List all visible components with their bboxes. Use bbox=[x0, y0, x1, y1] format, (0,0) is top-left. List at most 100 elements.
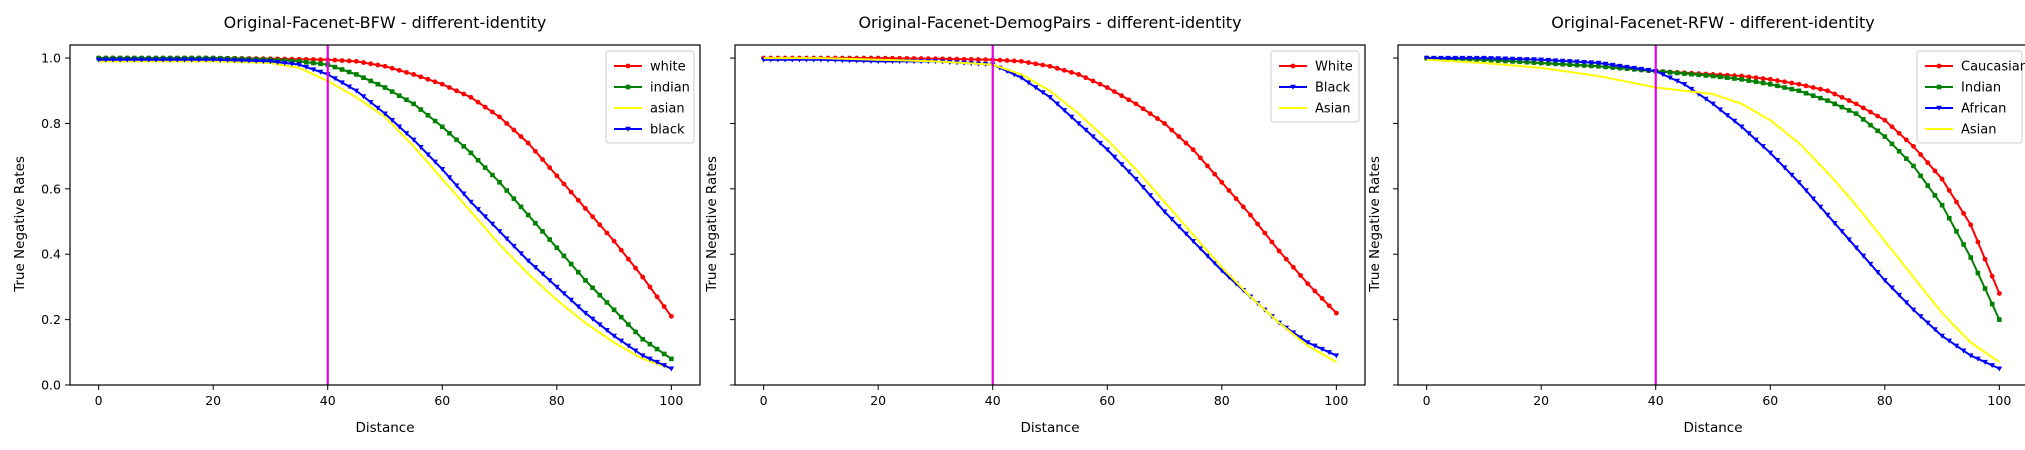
data-point bbox=[1936, 63, 1942, 69]
data-point bbox=[1283, 256, 1289, 262]
data-point bbox=[1589, 63, 1594, 69]
data-point bbox=[490, 172, 495, 178]
data-point bbox=[539, 271, 546, 277]
data-point bbox=[1896, 292, 1902, 298]
data-point bbox=[625, 63, 631, 69]
data-point bbox=[1924, 320, 1931, 326]
data-point bbox=[1068, 114, 1075, 120]
data-point bbox=[668, 366, 675, 372]
data-point bbox=[439, 124, 445, 130]
data-point bbox=[1824, 212, 1831, 218]
legend-label: Black bbox=[1315, 81, 1351, 96]
data-point bbox=[1290, 330, 1297, 336]
data-point bbox=[1190, 147, 1196, 153]
data-point bbox=[1011, 58, 1017, 64]
data-point bbox=[231, 58, 238, 64]
data-point bbox=[418, 107, 424, 112]
data-point bbox=[489, 221, 496, 227]
data-point bbox=[410, 137, 417, 143]
data-point bbox=[1724, 113, 1731, 119]
data-point bbox=[1025, 80, 1032, 86]
data-point bbox=[375, 62, 381, 68]
data-point bbox=[196, 57, 202, 63]
data-point bbox=[1452, 55, 1459, 61]
data-point bbox=[582, 310, 589, 316]
data-point bbox=[224, 57, 231, 63]
data-point bbox=[281, 60, 288, 66]
data-point bbox=[103, 57, 109, 63]
series-line bbox=[1426, 58, 2000, 363]
data-point bbox=[354, 72, 359, 77]
data-point bbox=[160, 57, 166, 63]
data-point bbox=[625, 126, 631, 132]
data-point bbox=[1738, 124, 1745, 130]
data-point bbox=[1168, 216, 1175, 222]
data-point bbox=[389, 117, 395, 123]
data-point bbox=[1290, 84, 1296, 90]
data-point bbox=[639, 353, 646, 359]
data-point bbox=[311, 57, 316, 62]
data-point bbox=[604, 230, 610, 236]
data-point bbox=[1667, 75, 1673, 81]
data-point bbox=[1732, 76, 1737, 81]
data-point bbox=[1781, 165, 1788, 171]
x-tick-label: 0 bbox=[760, 393, 768, 408]
data-point bbox=[1996, 366, 2003, 372]
data-point bbox=[1212, 171, 1218, 177]
data-point bbox=[296, 62, 302, 68]
data-point bbox=[1595, 60, 1602, 66]
data-point bbox=[661, 351, 667, 357]
data-point bbox=[203, 57, 209, 63]
data-point bbox=[1119, 93, 1124, 99]
legend-item: Black bbox=[1279, 81, 1351, 96]
data-point bbox=[117, 57, 123, 63]
data-point bbox=[611, 307, 617, 313]
data-point bbox=[1248, 212, 1253, 218]
data-point bbox=[525, 258, 531, 264]
series-line bbox=[98, 60, 672, 370]
data-point bbox=[1882, 117, 1888, 123]
data-point bbox=[568, 261, 574, 267]
data-point bbox=[1867, 261, 1874, 267]
data-point bbox=[1731, 118, 1738, 124]
data-point bbox=[1746, 131, 1752, 137]
data-point bbox=[1190, 238, 1196, 244]
data-point bbox=[1061, 67, 1067, 73]
data-point bbox=[1559, 58, 1566, 64]
data-point bbox=[1603, 64, 1608, 70]
data-point bbox=[453, 183, 460, 189]
data-point bbox=[1560, 61, 1565, 67]
data-point bbox=[661, 363, 667, 369]
data-point bbox=[1810, 85, 1816, 90]
data-point bbox=[1989, 273, 1995, 279]
data-point bbox=[647, 341, 653, 347]
data-point bbox=[518, 251, 524, 257]
plot-frame bbox=[734, 44, 1366, 386]
data-point bbox=[1524, 57, 1530, 63]
data-point bbox=[1753, 79, 1759, 85]
data-point bbox=[504, 188, 509, 193]
data-point bbox=[604, 328, 610, 334]
data-point bbox=[1817, 204, 1824, 210]
data-point bbox=[382, 63, 388, 69]
data-point bbox=[1681, 82, 1688, 88]
data-point bbox=[489, 109, 495, 115]
data-point bbox=[1326, 303, 1332, 309]
legend-label: black bbox=[650, 123, 685, 138]
data-point bbox=[1054, 65, 1060, 71]
data-point bbox=[375, 105, 381, 111]
data-point bbox=[1445, 55, 1451, 61]
data-point bbox=[1574, 59, 1580, 65]
data-point bbox=[1889, 141, 1895, 147]
x-tick-label: 60 bbox=[434, 393, 450, 408]
data-point bbox=[1596, 63, 1601, 69]
data-point bbox=[1975, 270, 1981, 276]
data-point bbox=[1154, 116, 1160, 121]
data-point bbox=[590, 214, 596, 220]
data-point bbox=[1917, 314, 1924, 320]
plot-area: 0 20 40 60 80 100 0.0 0.2 0.4 0.6 0.8 1.0 white india… bbox=[41, 44, 701, 408]
data-point bbox=[1090, 134, 1096, 140]
data-point bbox=[1197, 155, 1203, 161]
data-point bbox=[561, 181, 567, 187]
data-point bbox=[353, 88, 360, 94]
